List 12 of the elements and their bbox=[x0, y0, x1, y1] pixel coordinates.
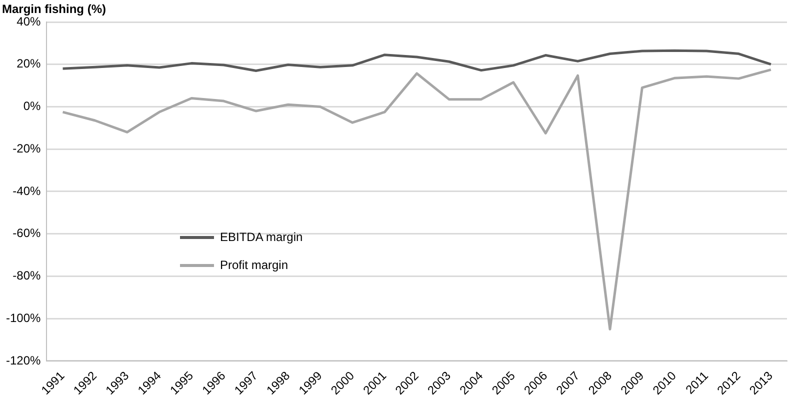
legend-label: EBITDA margin bbox=[220, 230, 303, 244]
legend-label: Profit margin bbox=[220, 258, 288, 272]
y-tick-label: -20% bbox=[12, 141, 42, 156]
chart-title: Margin fishing (%) bbox=[2, 2, 106, 16]
y-tick-label: 0% bbox=[23, 99, 42, 114]
y-tick-label: -120% bbox=[6, 353, 42, 368]
y-tick-label: -100% bbox=[6, 310, 42, 325]
y-tick-label: 20% bbox=[16, 56, 42, 71]
y-tick-label: -80% bbox=[12, 268, 42, 283]
y-tick-label: -40% bbox=[12, 184, 42, 198]
y-tick-label: 40% bbox=[16, 14, 42, 28]
y-tick-label: -60% bbox=[12, 226, 42, 240]
